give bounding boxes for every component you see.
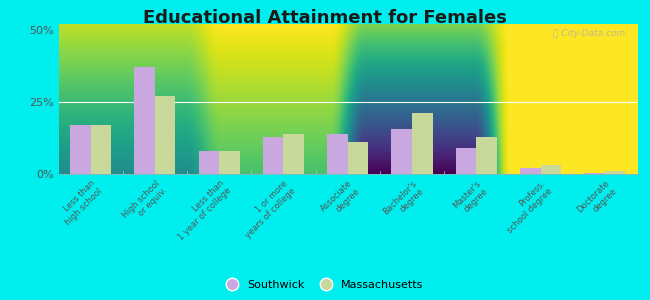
Bar (605, 170, 625, 174)
Bar (199, 151, 219, 174)
Bar (155, 96, 176, 174)
Bar (70, 125, 90, 174)
Bar (584, 173, 605, 174)
Bar (90, 125, 111, 174)
Bar (541, 165, 561, 174)
Bar (412, 113, 433, 174)
Bar (520, 168, 541, 174)
Bar (327, 134, 348, 174)
Bar (135, 67, 155, 174)
Text: Ⓜ City-Data.com: Ⓜ City-Data.com (553, 28, 625, 38)
Bar (263, 136, 283, 174)
Bar (348, 142, 369, 174)
Legend: Southwick, Massachusetts: Southwick, Massachusetts (222, 275, 428, 294)
Text: Educational Attainment for Females: Educational Attainment for Females (143, 9, 507, 27)
Bar (476, 136, 497, 174)
Bar (283, 134, 304, 174)
Bar (219, 151, 240, 174)
Bar (456, 148, 476, 174)
Bar (391, 129, 412, 174)
